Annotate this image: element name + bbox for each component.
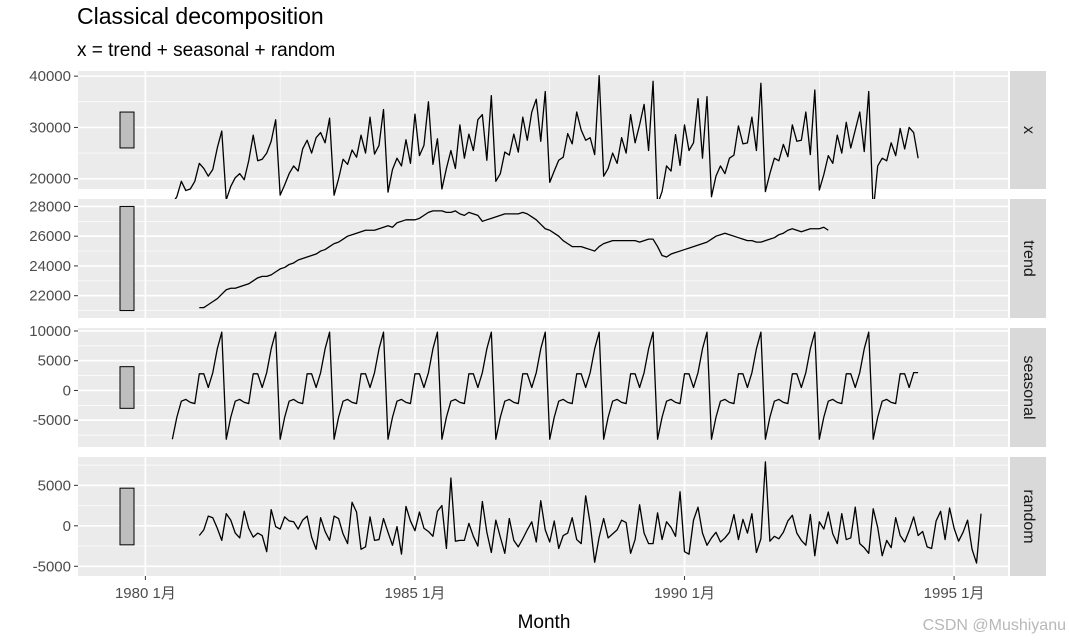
y-tick-label: 5000 bbox=[38, 477, 71, 494]
y-tick-label: 40000 bbox=[29, 68, 71, 85]
x-tick-label: 1985 1月 bbox=[385, 585, 446, 602]
y-tick-label: -5000 bbox=[33, 412, 71, 429]
watermark: CSDN @Mushiyanu bbox=[923, 617, 1066, 634]
panel-background bbox=[78, 328, 1008, 447]
y-tick-label: 0 bbox=[63, 382, 71, 399]
strip-background bbox=[1010, 457, 1046, 576]
x-tick-label: 1990 1月 bbox=[654, 585, 715, 602]
y-tick-label: 5000 bbox=[38, 353, 71, 370]
series-line-x bbox=[171, 74, 919, 213]
y-tick-label: 24000 bbox=[29, 258, 71, 275]
scale-bar bbox=[119, 366, 135, 409]
y-tick-label: 30000 bbox=[29, 119, 71, 136]
y-tick-label: 26000 bbox=[29, 228, 71, 245]
strip-label-random: random bbox=[1020, 489, 1037, 543]
y-tick-label: 0 bbox=[63, 518, 71, 535]
scale-bar bbox=[119, 111, 135, 149]
y-tick-label: 22000 bbox=[29, 288, 71, 305]
strip-background bbox=[1010, 199, 1046, 318]
scale-bar bbox=[119, 205, 135, 312]
panel-random: -5000 0 5000 random bbox=[33, 457, 1046, 576]
series-line-trend bbox=[199, 210, 829, 309]
y-tick-label: 28000 bbox=[29, 198, 71, 215]
x-tick-label: 1980 1月 bbox=[115, 585, 176, 602]
chart-title: Classical decomposition bbox=[77, 3, 324, 29]
strip-background bbox=[1010, 328, 1046, 447]
strip-background bbox=[1010, 71, 1046, 189]
panel-seasonal: -5000 0 5000 10000 seasonal bbox=[29, 323, 1046, 447]
y-tick-label: 20000 bbox=[29, 171, 71, 188]
x-tick-label: 1995 1月 bbox=[924, 585, 985, 602]
panel-trend: 22000 24000 26000 28000 trend bbox=[29, 198, 1046, 318]
panel-background bbox=[78, 199, 1008, 318]
panels-group: 20000 30000 40000 x 22000 24000 26000 28000 tren… bbox=[29, 68, 1046, 576]
x-axis-label: Month bbox=[518, 612, 571, 633]
strip-label-seasonal: seasonal bbox=[1020, 355, 1037, 419]
scale-bar bbox=[119, 487, 135, 546]
x-axis: 1980 1月 1985 1月 1990 1月 1995 1月 bbox=[115, 576, 985, 602]
y-tick-label: -5000 bbox=[33, 558, 71, 575]
series-line-random bbox=[198, 461, 982, 564]
chart-subtitle: x = trend + seasonal + random bbox=[77, 40, 335, 61]
panel-background bbox=[78, 71, 1008, 189]
series-line-seasonal bbox=[171, 331, 919, 440]
strip-label-x: x bbox=[1020, 126, 1037, 134]
strip-label-trend: trend bbox=[1020, 240, 1037, 276]
y-tick-label: 10000 bbox=[29, 323, 71, 340]
panel-x: 20000 30000 40000 x bbox=[29, 68, 1046, 213]
